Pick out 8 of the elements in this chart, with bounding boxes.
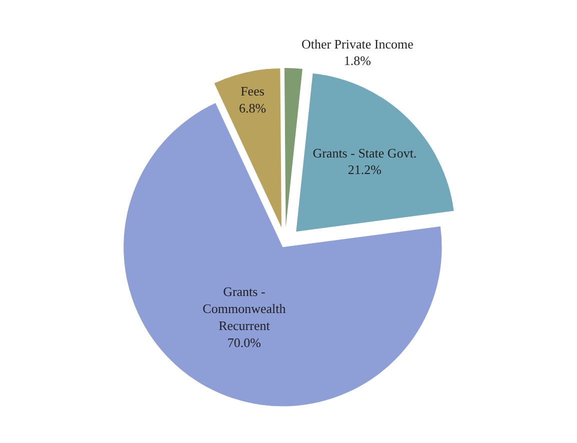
slice-label: Grants - State Govt. [312, 145, 417, 160]
data-label: 6.8% [238, 100, 266, 116]
slice-label: Other Private Income [301, 36, 414, 52]
data-label: 21.2% [348, 162, 382, 178]
data-label: 70.0% [227, 334, 262, 350]
slice-label: Grants - Commonwealth Recurrent [202, 284, 286, 333]
data-label: 1.8% [344, 53, 372, 68]
slice-label: Fees [240, 84, 264, 99]
